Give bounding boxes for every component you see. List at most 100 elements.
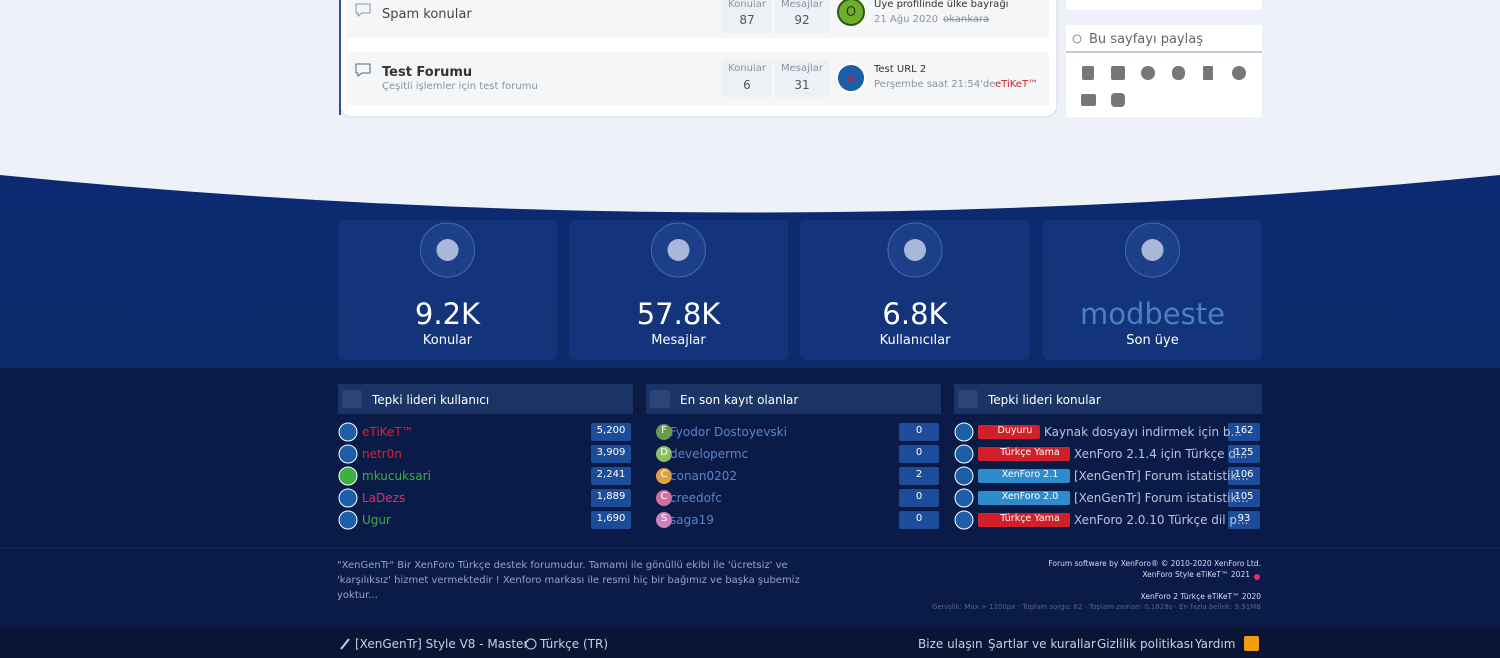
- list-item: LaDezs: [362, 491, 406, 505]
- count: 125: [1234, 447, 1254, 458]
- globe-icon: [525, 638, 537, 650]
- count: 106: [1234, 469, 1254, 480]
- count-box: [899, 489, 939, 507]
- footer-link[interactable]: Gizlilik politikası: [1097, 637, 1194, 651]
- prefix: Duyuru: [997, 425, 1033, 436]
- latest-date: Perşembe saat 21:54'de: [874, 79, 996, 90]
- list-item: mkucuksari: [362, 469, 431, 483]
- count: 93: [1237, 513, 1251, 524]
- avatar: [338, 488, 358, 508]
- footer-link[interactable]: Yardım: [1195, 637, 1236, 651]
- language-chooser: Türkçe (TR): [540, 637, 608, 651]
- stat-label: Son üye: [1126, 333, 1179, 348]
- stat-value: 57.8K: [636, 297, 721, 331]
- avatar: [656, 512, 672, 528]
- count: 105: [1234, 491, 1254, 502]
- list-header-icon: [342, 390, 362, 408]
- count-box: [591, 489, 631, 507]
- share-title: Bu sayfayı paylaş: [1089, 32, 1203, 47]
- list-item: netr0n: [362, 447, 402, 461]
- prefix-badge: [978, 513, 1070, 527]
- avatar: [338, 422, 358, 442]
- avatar: [338, 510, 358, 530]
- count: 2: [915, 469, 923, 480]
- count-box: [591, 423, 631, 441]
- count: 0: [915, 513, 923, 524]
- count-box: [1228, 423, 1260, 441]
- latest-user: eTiKeT™: [995, 79, 1039, 90]
- count-box: [1228, 467, 1260, 485]
- stat-box: [1043, 220, 1262, 360]
- count: 3,909: [596, 447, 626, 458]
- credit: XenForo Style eTiKeT™ 2021: [1142, 570, 1250, 579]
- count: 1,690: [596, 513, 626, 524]
- count-box: [899, 511, 939, 529]
- footer-link[interactable]: Bize ulaşın: [918, 637, 983, 651]
- stat-label: Mesajlar: [781, 63, 823, 74]
- stat-value: 92: [794, 13, 810, 27]
- list-header: [338, 384, 633, 414]
- stat-value: 6.8K: [882, 297, 948, 331]
- prefix: Türkçe Yama: [1000, 513, 1060, 524]
- stat-label: Mesajlar: [781, 0, 823, 10]
- stat-label: Konular: [728, 63, 766, 74]
- stat-value: modbeste: [1080, 297, 1225, 331]
- list-title: Tepki lideri konular: [988, 393, 1101, 407]
- count-box: [591, 467, 631, 485]
- credit: Genişlik: Max > 1200px · Toplam sorgu: 6…: [932, 603, 1261, 611]
- prefix: Türkçe Yama: [1000, 447, 1060, 458]
- footer-about: 'karşılıksız' hizmet vermektedir ! Xenfo…: [337, 575, 800, 586]
- prefix: XenForo 2.1: [1001, 469, 1059, 480]
- list-header: [954, 384, 1262, 414]
- avatar: [338, 444, 358, 464]
- list-item: XenForo 2.1.4 için Türkçe d...: [1074, 447, 1248, 461]
- count: 0: [915, 447, 923, 458]
- count-box: [899, 467, 939, 485]
- count-box: [591, 511, 631, 529]
- list-item: saga19: [670, 513, 714, 527]
- list-header-icon: [958, 390, 978, 408]
- forum-title: Spam konular: [382, 7, 472, 22]
- count: 0: [915, 491, 923, 502]
- footer-about: yoktur...: [337, 590, 378, 601]
- avatar: [954, 510, 974, 530]
- avatar-letter: S: [660, 513, 668, 524]
- prefix: XenForo 2.0: [1001, 491, 1059, 502]
- prefix-badge: [978, 491, 1070, 505]
- list-item: creedofc: [670, 491, 722, 505]
- credit: Forum software by XenForo® © 2010-2020 X…: [1048, 559, 1261, 568]
- list-header: [646, 384, 941, 414]
- footer-about: "XenGenTr" Bir XenForo Türkçe destek for…: [337, 560, 788, 571]
- avatar-letter: C: [660, 491, 668, 502]
- forum-title: Test Forumu: [382, 65, 473, 80]
- latest-date: 21 Ağu 2020: [874, 14, 939, 25]
- stat-value: 6: [743, 78, 751, 92]
- list-title: Tepki lideri kullanıcı: [372, 393, 490, 407]
- list-item: conan0202: [670, 469, 738, 483]
- list-item: Fyodor Dostoyevski: [670, 425, 787, 439]
- stat-icon-glyph: [1141, 239, 1164, 261]
- avatar: [656, 424, 672, 440]
- list-item: eTiKeT™: [362, 425, 414, 439]
- avatar-letter: D: [660, 447, 668, 458]
- footer-link[interactable]: Şartlar ve kurallar: [988, 637, 1096, 651]
- avatar: [954, 466, 974, 486]
- stat-icon-glyph: [436, 239, 459, 261]
- avatar: [338, 466, 358, 486]
- svg-text:X: X: [847, 74, 855, 85]
- list-item: Kaynak dosyayı indirmek için b...: [1044, 425, 1242, 439]
- count-box: [899, 423, 939, 441]
- avatar-letter: F: [661, 425, 667, 436]
- count: 162: [1234, 425, 1254, 436]
- count-box: [591, 445, 631, 463]
- list-item: Ugur: [362, 513, 391, 527]
- list-header-icon: [650, 390, 670, 408]
- count-box: [899, 445, 939, 463]
- stat-label: Mesajlar: [651, 333, 706, 348]
- stat-label: Konular: [728, 0, 766, 10]
- avatar: [954, 422, 974, 442]
- list-item: XenForo 2.0.10 Türkçe dil p...: [1074, 513, 1249, 527]
- stat-box: [800, 220, 1030, 360]
- heart: [1254, 574, 1260, 580]
